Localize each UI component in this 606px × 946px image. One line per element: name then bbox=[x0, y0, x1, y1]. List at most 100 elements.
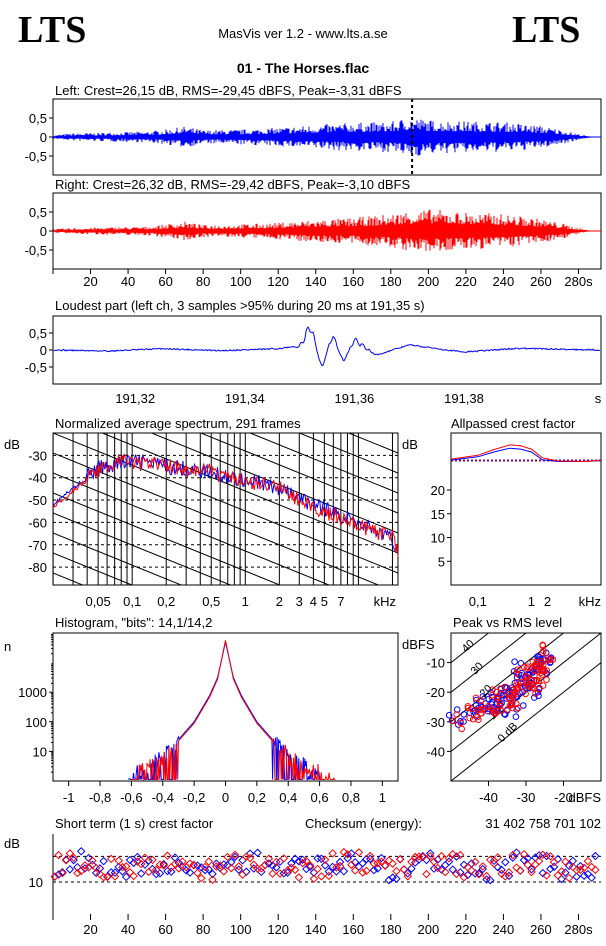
histogram-ytick-label: 100 bbox=[25, 715, 47, 730]
short-term-crest-point-left bbox=[512, 848, 521, 857]
loudest-part-ytick-label: -0,5 bbox=[25, 360, 47, 375]
file-name: 01 - The Horses.flac bbox=[236, 60, 370, 76]
peak-rms-point-right bbox=[514, 666, 521, 674]
short-term-crest-point-right bbox=[320, 855, 330, 865]
lts-logo-right: LTS bbox=[512, 9, 581, 51]
short-term-crest-point-right bbox=[58, 868, 67, 878]
allpassed-series-left bbox=[450, 447, 602, 462]
short-term-crest-point-left bbox=[365, 854, 375, 864]
spectrum-xtick-label: 0,05 bbox=[85, 594, 110, 609]
peak-rms-point-right bbox=[544, 654, 552, 662]
short-term-crest-point-right bbox=[354, 848, 364, 857]
peak-rms-point-right bbox=[529, 658, 537, 666]
short-term-crest-point-left bbox=[69, 855, 78, 865]
peak-rms-point-left bbox=[531, 694, 538, 701]
short-term-crest-point-right bbox=[324, 871, 334, 881]
short-term-crest-point-right bbox=[309, 874, 319, 883]
time-axis-label: 160 bbox=[342, 274, 364, 289]
spectrum-ytick-label: -80 bbox=[28, 560, 47, 575]
peak-rms-point-right bbox=[537, 666, 545, 674]
short-term-crest-point-right bbox=[538, 850, 548, 860]
allpassed-title: Allpassed crest factor bbox=[451, 416, 576, 431]
short-term-crest-point-right bbox=[268, 869, 277, 878]
spectrum-xtick-label: 4 bbox=[310, 594, 317, 609]
short-term-crest-point-right bbox=[208, 875, 217, 884]
peak-rms-point-right bbox=[539, 641, 547, 649]
loudest-part-title: Loudest part (left ch, 3 samples >95% du… bbox=[55, 298, 425, 313]
peak-rms-title: Peak vs RMS level bbox=[453, 615, 562, 630]
short-term-crest-point-right bbox=[523, 860, 533, 870]
spectrum-xtick-label: 1 bbox=[242, 594, 249, 609]
peak-rms-point-right bbox=[539, 682, 547, 689]
short-term-crest-point-left bbox=[320, 861, 330, 870]
short-term-crest-point-left bbox=[452, 852, 461, 861]
spectrum-slope-line bbox=[53, 472, 331, 585]
histogram-xtick-label: 0,6 bbox=[311, 790, 329, 805]
time-axis-label: 40 bbox=[121, 274, 135, 289]
short-term-crest-point-left bbox=[425, 849, 435, 858]
short-term-crest-point-right bbox=[215, 861, 225, 870]
time-axis-label: 140 bbox=[305, 274, 327, 289]
spectrum-xtick-label: 0,5 bbox=[202, 594, 220, 609]
peak-rms-point-left bbox=[517, 660, 525, 667]
allpassed-frame bbox=[450, 432, 602, 586]
short-term-crest-point-right bbox=[504, 868, 514, 877]
short-term-crest-point-left bbox=[121, 872, 131, 882]
short-term-xtick-label: 240 bbox=[493, 922, 515, 937]
short-term-crest-point-right bbox=[561, 857, 570, 866]
short-term-crest-point-right bbox=[114, 856, 123, 865]
spectrum-xtick-label: 3 bbox=[296, 594, 303, 609]
short-term-crest-point-right bbox=[290, 865, 300, 875]
short-term-crest-point-right bbox=[444, 854, 454, 863]
peak-rms-crest-label: 40 bbox=[460, 638, 477, 655]
allpassed-xtick-label: 1 bbox=[528, 594, 535, 609]
histogram-xtick-label: 0,4 bbox=[279, 790, 297, 805]
allpassed-ytick-label: 20 bbox=[431, 483, 445, 498]
peak-rms-point-right bbox=[526, 683, 533, 691]
short-term-crest-point-left bbox=[437, 865, 446, 874]
time-axis-label: 280s bbox=[564, 274, 593, 289]
spectrum-slope-line bbox=[53, 492, 282, 585]
short-term-xtick-label: 140 bbox=[305, 922, 327, 937]
short-term-crest-point-left bbox=[463, 870, 472, 880]
short-term-crest-point-right bbox=[583, 856, 593, 866]
histogram-xtick-label: 0,2 bbox=[248, 790, 266, 805]
spectrum-slope-line bbox=[53, 512, 232, 585]
short-term-crest-point-right bbox=[84, 863, 93, 872]
short-term-crest-point-right bbox=[283, 866, 292, 875]
histogram-ytick-label: 10 bbox=[33, 744, 47, 759]
short-term-crest-point-right bbox=[328, 849, 337, 858]
left-waveform-signal bbox=[53, 119, 599, 156]
peak-rms-point-right bbox=[478, 710, 485, 717]
short-term-crest-point-left bbox=[508, 853, 518, 862]
right-waveform-ytick-label: 0 bbox=[40, 224, 47, 239]
right-waveform-title: Right: Crest=26,32 dB, RMS=-29,42 dBFS, … bbox=[55, 177, 410, 192]
short-term-crest-point-right bbox=[275, 869, 285, 878]
short-term-xtick-label: 180 bbox=[380, 922, 402, 937]
short-term-crest-point-right bbox=[579, 863, 589, 873]
peak-rms-crest-label: 0 dB bbox=[496, 720, 520, 744]
short-term-crest-point-right bbox=[422, 869, 431, 879]
peak-rms-point-right bbox=[535, 677, 543, 685]
short-term-crest-point-left bbox=[407, 864, 416, 873]
short-term-crest-point-left bbox=[129, 858, 138, 868]
short-term-xtick-label: 280s bbox=[564, 922, 593, 937]
peak-rms-point-right bbox=[529, 684, 536, 691]
time-axis-label: 120 bbox=[267, 274, 289, 289]
short-term-crest-point-left bbox=[587, 873, 596, 883]
short-term-crest-point-left bbox=[283, 868, 292, 877]
short-term-crest-point-right bbox=[516, 866, 525, 876]
left-waveform-ytick-label: 0 bbox=[40, 130, 47, 145]
short-term-crest-point-left bbox=[546, 864, 555, 874]
peak-rms-crest-label: 30 bbox=[469, 660, 486, 677]
loudest-part-xtick-label: 191,38 bbox=[444, 391, 484, 406]
spectrum-frame bbox=[52, 432, 399, 586]
peak-rms-point-right bbox=[522, 690, 529, 698]
short-term-crest-point-right bbox=[433, 863, 442, 873]
peak-rms-point-right bbox=[520, 663, 528, 671]
short-term-crest-point-right bbox=[425, 851, 435, 861]
short-term-crest-point-left bbox=[501, 857, 510, 867]
histogram-xtick-label: 0 bbox=[222, 790, 229, 805]
peak-rms-xlabel: dBFS bbox=[568, 790, 601, 805]
peak-rms-point-left bbox=[479, 693, 487, 700]
